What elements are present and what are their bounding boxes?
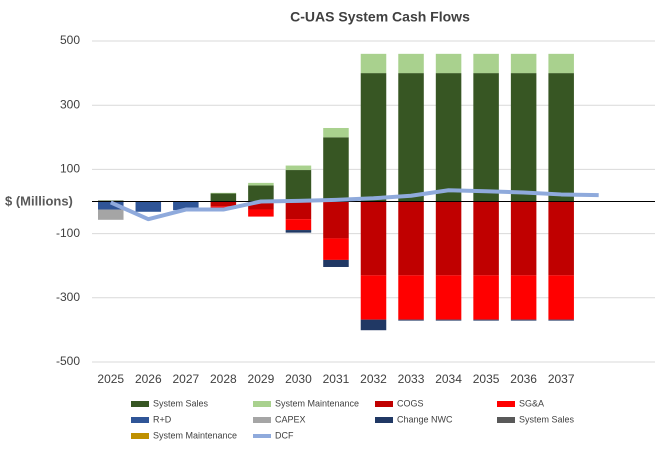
bar-segment [510, 73, 537, 202]
bar-segment [248, 185, 274, 202]
x-tick-label: 2037 [548, 372, 575, 386]
bar-segment [548, 319, 574, 321]
legend-label: R+D [153, 414, 172, 424]
legend-swatch [131, 401, 149, 407]
x-tick-label: 2033 [398, 372, 425, 386]
bar-segment [360, 319, 387, 331]
bar-segment [473, 73, 499, 202]
y-tick-label: -300 [56, 290, 80, 304]
bar-segment [323, 238, 349, 260]
bar-segment [398, 73, 424, 202]
legend-label: Change NWC [397, 414, 453, 424]
bar-segment [285, 170, 312, 202]
y-axis-label: $ (Millions) [5, 193, 73, 208]
bar-segment [398, 319, 424, 321]
bar-segment [135, 201, 162, 212]
legend-label: SG&A [519, 398, 544, 408]
bar-segment [548, 73, 574, 202]
legend-label: System Sales [153, 398, 209, 408]
y-tick-label: 300 [60, 97, 80, 111]
bar-segment [323, 259, 349, 267]
legend-label: System Maintenance [275, 398, 359, 408]
chart-title: C-UAS System Cash Flows [290, 9, 470, 25]
x-tick-label: 2031 [323, 372, 350, 386]
bar-segment [285, 201, 312, 220]
x-tick-label: 2029 [248, 372, 275, 386]
y-tick-label: 100 [60, 162, 80, 176]
x-tick-label: 2036 [510, 372, 537, 386]
bar-segment [510, 275, 537, 320]
bar-segment [398, 275, 424, 320]
legend-label: System Maintenance [153, 430, 237, 440]
bar-segment [435, 73, 462, 202]
bar-segment [210, 193, 237, 202]
bar-segment [398, 201, 424, 276]
bar-segment [248, 209, 274, 217]
bar-segment [510, 319, 537, 321]
bar-segment [360, 201, 387, 276]
bar-segment [323, 127, 349, 138]
legend-swatch [253, 401, 271, 407]
legend-swatch [253, 417, 271, 423]
bar-segment [510, 201, 537, 276]
bar-segment [473, 275, 499, 320]
bar-segment [548, 53, 574, 74]
bar-segment [360, 73, 387, 202]
legend-swatch [375, 417, 393, 423]
x-tick-label: 2030 [285, 372, 312, 386]
bar-segment [360, 53, 387, 74]
bar-segment [360, 275, 387, 320]
x-tick-label: 2034 [435, 372, 462, 386]
x-tick-label: 2032 [360, 372, 387, 386]
x-tick-label: 2035 [473, 372, 500, 386]
y-tick-label: -500 [56, 354, 80, 368]
x-tick-label: 2027 [172, 372, 199, 386]
bar-segment [510, 53, 537, 74]
bar-segment [473, 201, 499, 276]
legend-swatch [131, 417, 149, 423]
legend-label: System Sales [519, 414, 575, 424]
bar-segment [435, 319, 462, 321]
bar-segment [435, 53, 462, 74]
bar-segment [248, 201, 274, 210]
bar-segment [473, 53, 499, 74]
bar-segment [173, 201, 199, 211]
bar-segment [210, 206, 237, 208]
x-tick-label: 2025 [97, 372, 124, 386]
bar-segment [548, 201, 574, 276]
bar-segment [210, 201, 237, 207]
bar-segment [285, 230, 312, 233]
x-tick-label: 2028 [210, 372, 237, 386]
y-tick-label: 500 [60, 33, 80, 47]
bar-segment [285, 219, 312, 231]
legend-swatch [375, 401, 393, 407]
bar-segment [248, 182, 274, 186]
legend-swatch [497, 401, 515, 407]
y-tick-label: -100 [56, 226, 80, 240]
legend-swatch [497, 417, 515, 423]
x-tick-label: 2026 [135, 372, 162, 386]
legend-label: DCF [275, 430, 294, 440]
bar-segment [323, 137, 349, 202]
legend-label: CAPEX [275, 414, 306, 424]
bar-segment [435, 201, 462, 276]
bar-segment [285, 165, 312, 171]
bar-segment [98, 209, 124, 220]
bar-segment [210, 192, 237, 194]
bar-segment [98, 201, 124, 210]
bar-segment [435, 275, 462, 320]
line-series [109, 188, 599, 222]
legend-label: COGS [397, 398, 424, 408]
bar-segment [398, 53, 424, 74]
bar-segment [548, 275, 574, 320]
bar-segment [323, 201, 349, 239]
legend-swatch [131, 433, 149, 439]
bar-segment [473, 319, 499, 321]
